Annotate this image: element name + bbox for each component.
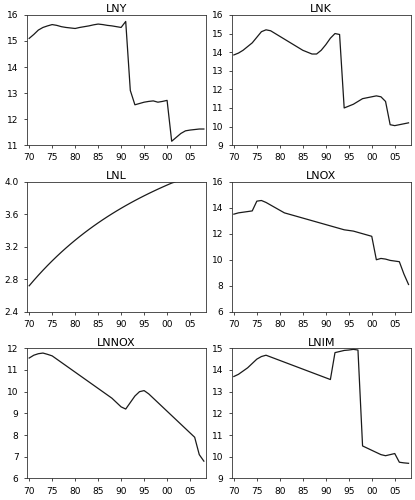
Title: LNK: LNK: [310, 4, 332, 14]
Title: LNIM: LNIM: [308, 338, 335, 347]
Title: LNOX: LNOX: [306, 171, 336, 181]
Title: LNNOX: LNNOX: [97, 338, 136, 347]
Title: LNY: LNY: [106, 4, 127, 14]
Title: LNL: LNL: [106, 171, 127, 181]
